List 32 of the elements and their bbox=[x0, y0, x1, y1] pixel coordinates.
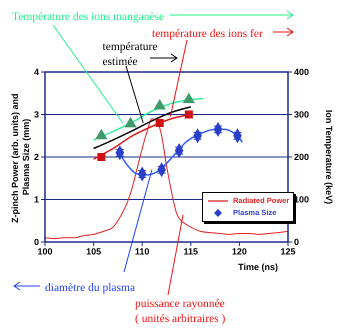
point bbox=[182, 92, 195, 104]
x-tick-label: 115 bbox=[184, 246, 198, 256]
annotation: température des ions fer bbox=[152, 28, 263, 40]
point bbox=[156, 119, 164, 127]
line-series bbox=[92, 106, 192, 150]
point bbox=[154, 98, 166, 110]
x-tick-label: 120 bbox=[232, 246, 247, 256]
y-tick-label: 2 bbox=[34, 152, 39, 162]
y-axis-title: Z-pinch Power (arb. units) and Plasma Size (mm) bbox=[10, 90, 31, 224]
y-tick-label: 0 bbox=[34, 237, 39, 248]
x-tick-label: 125 bbox=[280, 246, 296, 256]
annotation: diamètre du plasma bbox=[45, 282, 136, 294]
y2-axis-title: Ion Temperature (keV) bbox=[324, 110, 334, 204]
y2-tick-label: 300 bbox=[294, 110, 310, 120]
x-tick-label: 110 bbox=[134, 246, 150, 256]
y-tick-label: 4 bbox=[34, 67, 39, 78]
y2-tick-label: 0 bbox=[294, 237, 300, 248]
line-series bbox=[92, 98, 204, 141]
annotation: Température des ions manganèse bbox=[12, 11, 164, 23]
y2-tick-label: 200 bbox=[294, 152, 310, 162]
y-tick-label: 3 bbox=[34, 110, 39, 120]
annotation: température estimée bbox=[102, 41, 158, 68]
annotation: puissance rayonnée ( unités arbitraires ) bbox=[135, 298, 226, 325]
x-tick-label: 105 bbox=[86, 246, 102, 256]
x-axis-title: Time (ns) bbox=[238, 262, 278, 272]
point bbox=[95, 128, 108, 140]
point bbox=[124, 116, 137, 128]
y-tick-label: 1 bbox=[34, 194, 39, 205]
point bbox=[184, 110, 193, 118]
x-tick-label: 100 bbox=[37, 246, 53, 256]
y2-tick-label: 400 bbox=[294, 67, 310, 78]
point bbox=[97, 153, 106, 161]
